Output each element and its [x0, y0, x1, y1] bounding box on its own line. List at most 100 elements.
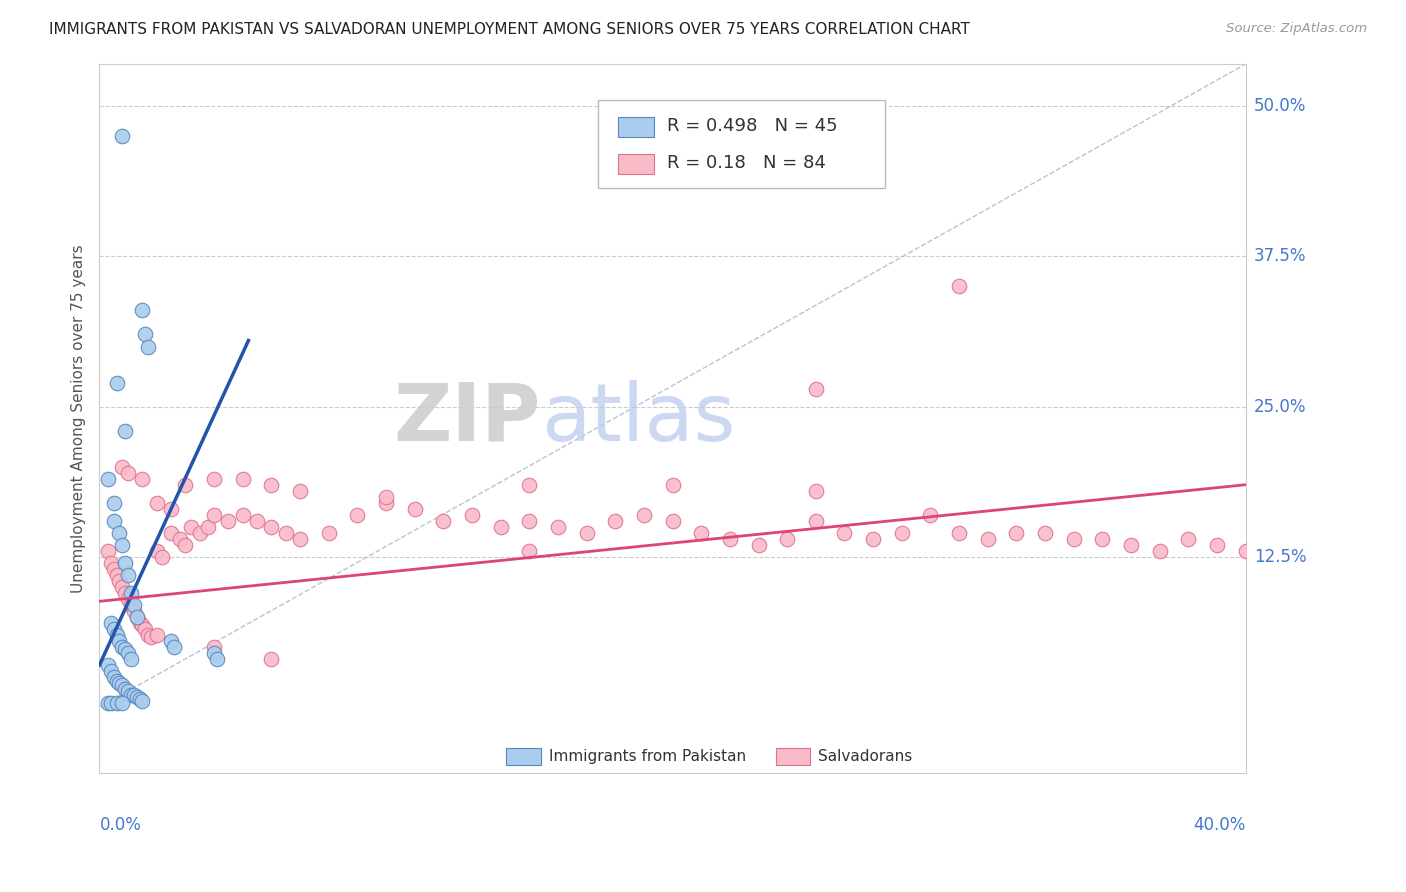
Text: Immigrants from Pakistan: Immigrants from Pakistan	[548, 748, 747, 764]
Point	[122, 688, 145, 702]
Point	[97, 697, 120, 711]
Point	[432, 514, 454, 528]
Point	[288, 532, 311, 546]
Point	[114, 424, 136, 438]
Point	[114, 681, 136, 696]
Point	[1177, 532, 1199, 546]
Text: 37.5%: 37.5%	[1254, 247, 1306, 265]
FancyBboxPatch shape	[617, 117, 654, 137]
Y-axis label: Unemployment Among Seniors over 75 years: Unemployment Among Seniors over 75 years	[72, 244, 86, 593]
Point	[776, 532, 799, 546]
Point	[260, 477, 283, 491]
Point	[108, 676, 131, 690]
Point	[122, 604, 145, 618]
Point	[105, 697, 128, 711]
Point	[103, 514, 125, 528]
Point	[169, 532, 191, 546]
Point	[163, 640, 186, 654]
Point	[375, 490, 398, 504]
FancyBboxPatch shape	[776, 747, 810, 764]
Point	[547, 520, 569, 534]
Point	[174, 538, 197, 552]
Point	[136, 628, 159, 642]
Point	[517, 544, 540, 558]
Text: Source: ZipAtlas.com: Source: ZipAtlas.com	[1226, 22, 1367, 36]
Point	[105, 567, 128, 582]
Point	[160, 525, 183, 540]
Point	[105, 628, 128, 642]
Text: atlas: atlas	[541, 380, 735, 458]
Point	[1206, 538, 1229, 552]
Point	[97, 658, 120, 673]
Point	[197, 520, 219, 534]
Point	[318, 525, 340, 540]
Point	[131, 694, 153, 708]
Point	[246, 514, 269, 528]
Point	[661, 477, 683, 491]
Point	[217, 514, 239, 528]
Point	[1149, 544, 1171, 558]
Point	[202, 646, 225, 660]
Point	[202, 640, 225, 654]
Point	[804, 483, 827, 498]
Point	[404, 501, 426, 516]
Point	[145, 544, 167, 558]
Point	[202, 472, 225, 486]
Point	[274, 525, 297, 540]
Point	[1033, 525, 1056, 540]
FancyBboxPatch shape	[598, 100, 884, 188]
Point	[136, 339, 159, 353]
Point	[1234, 544, 1257, 558]
Point	[517, 477, 540, 491]
Point	[890, 525, 912, 540]
Point	[180, 520, 202, 534]
Point	[105, 673, 128, 688]
Point	[232, 472, 254, 486]
Point	[117, 567, 139, 582]
Point	[114, 642, 136, 657]
Point	[260, 520, 283, 534]
Point	[661, 514, 683, 528]
Point	[948, 279, 970, 293]
Point	[125, 610, 148, 624]
Point	[111, 678, 134, 692]
Point	[103, 670, 125, 684]
Point	[605, 514, 627, 528]
Point	[747, 538, 769, 552]
Point	[108, 574, 131, 588]
Point	[97, 544, 120, 558]
Point	[131, 472, 153, 486]
Point	[128, 615, 150, 630]
Point	[1119, 538, 1142, 552]
Point	[834, 525, 856, 540]
Point	[125, 610, 148, 624]
Point	[948, 525, 970, 540]
Point	[633, 508, 655, 522]
Point	[122, 598, 145, 612]
Point	[145, 628, 167, 642]
Point	[117, 684, 139, 698]
Text: IMMIGRANTS FROM PAKISTAN VS SALVADORAN UNEMPLOYMENT AMONG SENIORS OVER 75 YEARS : IMMIGRANTS FROM PAKISTAN VS SALVADORAN U…	[49, 22, 970, 37]
Point	[489, 520, 512, 534]
Point	[920, 508, 942, 522]
Point	[125, 690, 148, 705]
Text: 12.5%: 12.5%	[1254, 548, 1306, 566]
Point	[139, 631, 162, 645]
Point	[804, 382, 827, 396]
Point	[804, 514, 827, 528]
Text: R = 0.18   N = 84: R = 0.18 N = 84	[666, 154, 825, 172]
Point	[862, 532, 884, 546]
Point	[232, 508, 254, 522]
Point	[120, 598, 142, 612]
Point	[114, 556, 136, 570]
Point	[117, 591, 139, 606]
Point	[288, 483, 311, 498]
Text: 50.0%: 50.0%	[1254, 97, 1306, 115]
Point	[131, 303, 153, 318]
Point	[145, 496, 167, 510]
Point	[346, 508, 368, 522]
Point	[575, 525, 598, 540]
FancyBboxPatch shape	[617, 154, 654, 174]
Point	[100, 615, 122, 630]
Point	[517, 514, 540, 528]
